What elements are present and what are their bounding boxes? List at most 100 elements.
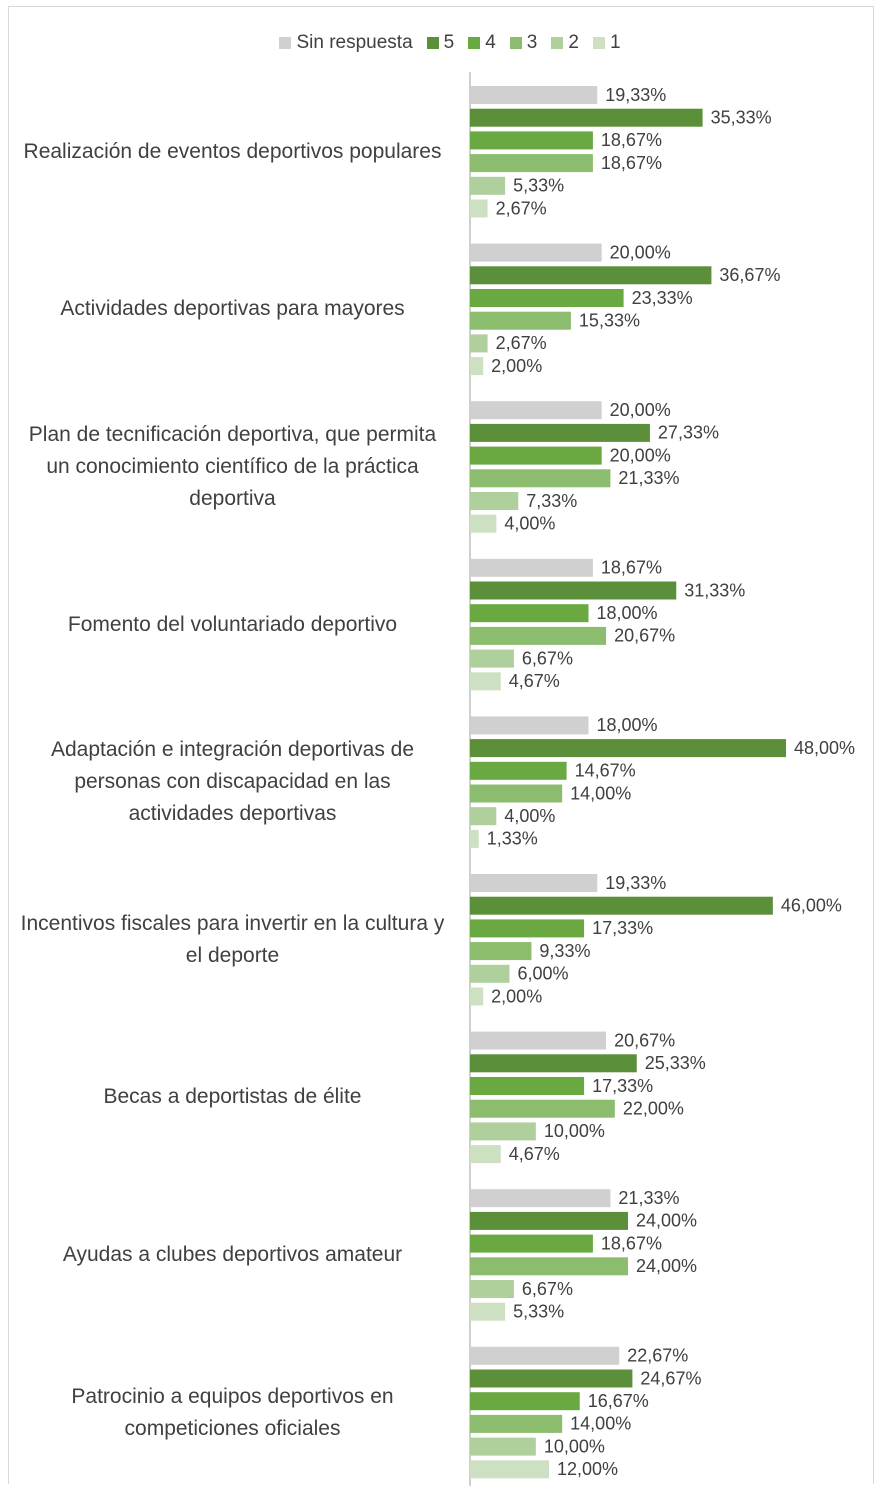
- value-label: 22,00%: [623, 1098, 684, 1118]
- bar: [470, 1392, 580, 1411]
- bar: [470, 492, 519, 510]
- category-label: Ayudas a clubes deportivos amateur: [62, 1242, 403, 1266]
- bar: [470, 1054, 637, 1073]
- bar: [470, 243, 602, 262]
- category-label: Patrocinio a equipos deportivos en compe…: [71, 1384, 394, 1440]
- bar: [470, 1257, 628, 1276]
- category-label: Fomento del voluntariado deportivo: [67, 612, 398, 636]
- category-label: Plan de tecnificación deportiva, que per…: [28, 422, 437, 510]
- legend-swatch: [426, 37, 439, 49]
- value-label: 24,00%: [636, 1211, 697, 1231]
- bar: [470, 1280, 514, 1298]
- bar: [470, 1302, 506, 1321]
- bar: [470, 1211, 628, 1230]
- legend-swatch: [279, 37, 292, 49]
- value-label: 18,67%: [601, 153, 662, 173]
- bar: [470, 86, 598, 104]
- legend-label: 1: [609, 32, 621, 53]
- value-label: 22,67%: [627, 1346, 688, 1366]
- value-label: 15,33%: [579, 310, 640, 330]
- value-label: 20,00%: [610, 400, 671, 420]
- value-label: 18,00%: [597, 603, 658, 623]
- bar: [470, 896, 773, 915]
- value-label: 20,00%: [610, 445, 671, 465]
- bar: [470, 469, 611, 488]
- value-label: 17,33%: [592, 918, 653, 938]
- value-label: 18,67%: [601, 558, 662, 578]
- bar: [470, 423, 650, 442]
- value-label: 21,33%: [618, 468, 679, 488]
- legend-swatch: [509, 37, 522, 49]
- value-label: 18,67%: [601, 130, 662, 150]
- value-label: 14,67%: [575, 761, 636, 781]
- bar: [470, 446, 602, 465]
- value-label: 4,67%: [509, 1144, 560, 1164]
- bar: [470, 1099, 615, 1118]
- bar: [470, 672, 501, 691]
- value-label: 46,00%: [781, 895, 842, 915]
- bar: [470, 289, 624, 307]
- value-label: 4,00%: [504, 513, 555, 533]
- value-label: 18,67%: [601, 1233, 662, 1253]
- value-label: 4,67%: [509, 671, 560, 691]
- bar: [470, 716, 589, 735]
- bar: [470, 1122, 536, 1141]
- value-label: 36,67%: [719, 265, 780, 285]
- bar: [470, 1189, 611, 1208]
- bar: [470, 761, 567, 780]
- value-label: 4,00%: [504, 806, 555, 826]
- value-label: 12,00%: [557, 1459, 618, 1479]
- legend-item: Sin respuesta: [279, 32, 413, 54]
- bar: [470, 626, 607, 645]
- bar: [470, 1369, 633, 1388]
- value-label: 20,67%: [614, 626, 675, 646]
- value-label: 25,33%: [645, 1053, 706, 1073]
- value-label: 35,33%: [711, 107, 772, 127]
- value-label: 16,67%: [588, 1391, 649, 1411]
- bar: [470, 739, 786, 758]
- bar: [470, 581, 677, 600]
- bar: [470, 942, 532, 961]
- category-label: Incentivos fiscales para invertir en la …: [20, 911, 445, 967]
- value-label: 18,00%: [597, 715, 658, 735]
- value-label: 31,33%: [684, 580, 745, 600]
- value-label: 21,33%: [618, 1188, 679, 1208]
- category-label: Actividades deportivas para mayores: [60, 297, 405, 321]
- bar: [470, 1077, 585, 1095]
- legend-item: 1: [592, 32, 621, 54]
- bar: [470, 964, 510, 983]
- bar: [470, 649, 514, 668]
- value-label: 14,00%: [570, 1414, 631, 1434]
- value-label: 1,33%: [487, 829, 538, 849]
- value-label: 20,00%: [610, 242, 671, 262]
- category-label: Adaptación e integración deportivas de p…: [50, 738, 415, 826]
- legend-swatch: [592, 37, 605, 49]
- value-label: 6,00%: [518, 964, 569, 984]
- chart-frame: [8, 6, 874, 1484]
- category-label: Becas a deportistas de élite: [103, 1085, 362, 1109]
- bar: [470, 401, 602, 420]
- bar: [470, 1031, 607, 1050]
- bar: [470, 514, 497, 533]
- legend-label: 5: [443, 32, 455, 53]
- value-label: 17,33%: [592, 1076, 653, 1096]
- value-label: 48,00%: [794, 738, 855, 758]
- value-label: 2,67%: [496, 333, 547, 353]
- value-label: 7,33%: [526, 491, 577, 511]
- bar: [470, 108, 703, 127]
- bar: [470, 874, 598, 892]
- bar: [470, 987, 484, 1006]
- bar: [470, 1437, 536, 1456]
- value-label: 5,33%: [513, 176, 564, 196]
- bar: [470, 604, 589, 623]
- value-label: 24,67%: [640, 1368, 701, 1388]
- value-label: 14,00%: [570, 783, 631, 803]
- value-label: 20,67%: [614, 1030, 675, 1050]
- bar: [470, 829, 479, 848]
- legend-item: 4: [468, 32, 496, 54]
- value-label: 10,00%: [544, 1436, 605, 1456]
- legend-swatch: [468, 37, 481, 49]
- legend-label: 3: [526, 32, 538, 53]
- category-label: Realización de eventos deportivos popula…: [23, 139, 442, 163]
